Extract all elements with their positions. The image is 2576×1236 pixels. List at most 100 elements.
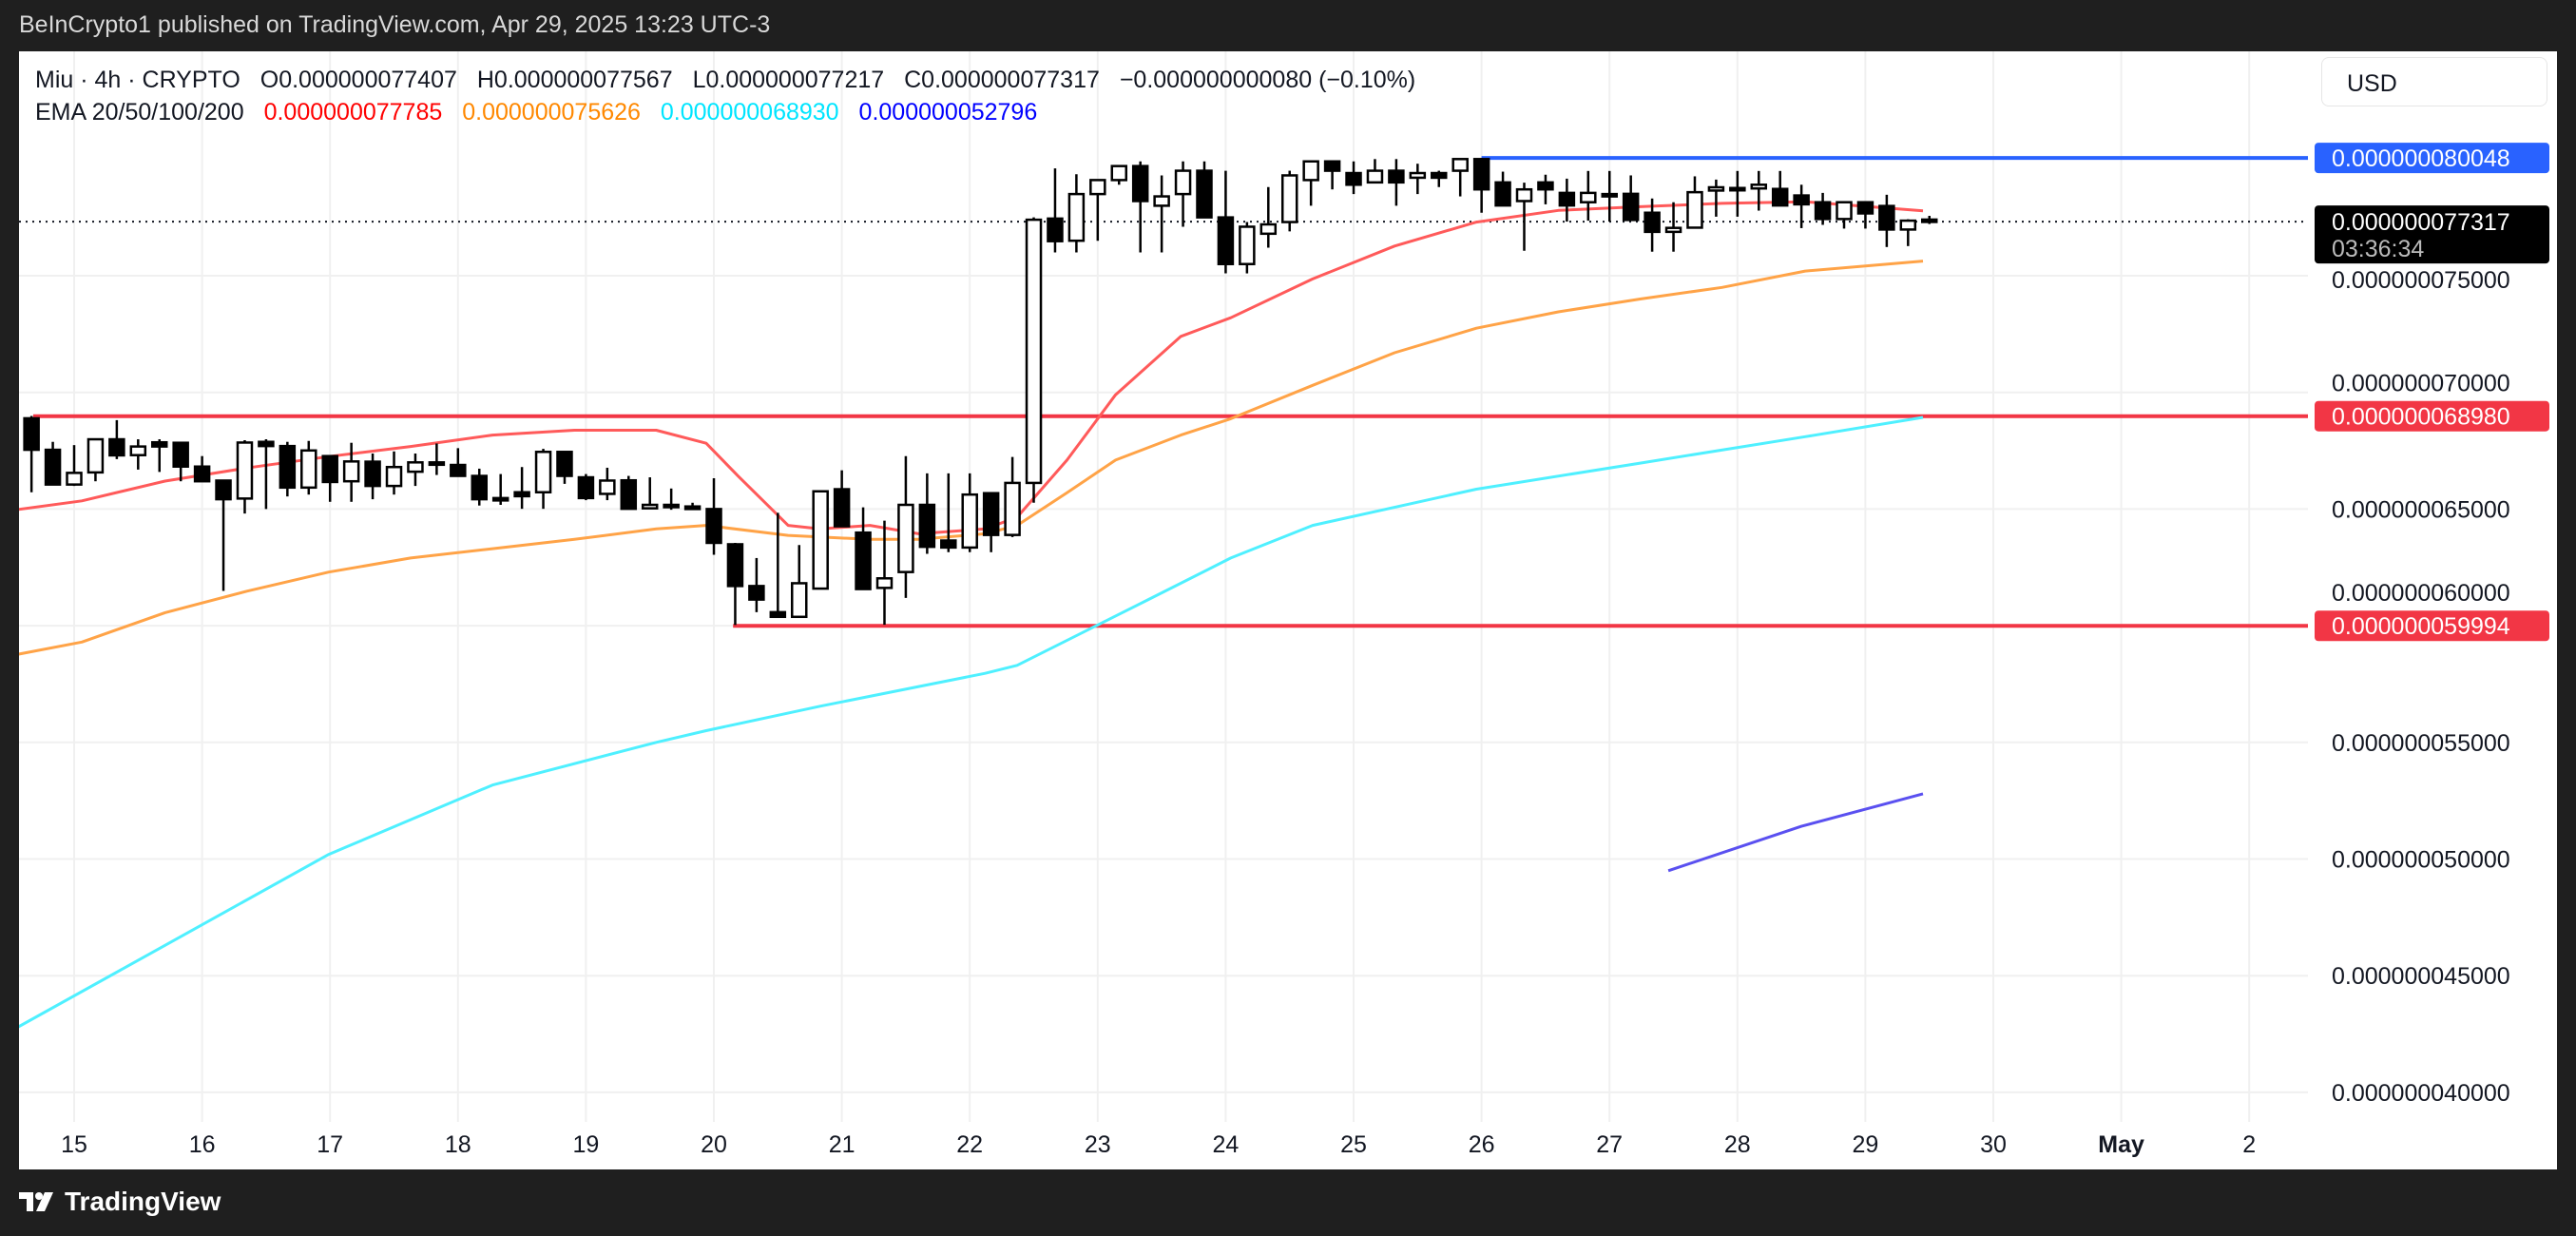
candle-body bbox=[1494, 181, 1511, 207]
candle-body bbox=[1729, 186, 1746, 192]
time-tick-label: May bbox=[2098, 1131, 2144, 1158]
candle-bearish bbox=[620, 475, 638, 511]
candlestick-chart[interactable]: 0.000000075000 0.000000070000 0.0000000650… bbox=[19, 51, 2557, 1169]
candle-body bbox=[1707, 185, 1725, 192]
candle-body bbox=[342, 460, 360, 483]
candle-body bbox=[855, 531, 872, 590]
candle-bearish bbox=[258, 439, 275, 510]
currency-button[interactable]: USD bbox=[2321, 57, 2547, 106]
candle-bullish bbox=[1280, 170, 1298, 232]
candle-bullish bbox=[534, 449, 552, 510]
candle-body bbox=[1280, 174, 1298, 223]
ema50-value: 0.000000075626 bbox=[462, 99, 641, 126]
candle-bearish bbox=[1537, 174, 1554, 204]
candle-body bbox=[577, 475, 595, 500]
candle-body bbox=[513, 491, 530, 498]
candle-body bbox=[407, 461, 424, 473]
candle-bullish bbox=[1174, 161, 1192, 227]
candle-body bbox=[1067, 192, 1086, 242]
candle-body bbox=[1601, 192, 1618, 198]
ema-line-ema200 bbox=[1667, 792, 1924, 873]
candle-bearish bbox=[748, 557, 765, 612]
candle-bearish bbox=[44, 441, 62, 486]
candle-bearish bbox=[1047, 168, 1064, 253]
close-value: C0.000000077317 bbox=[904, 67, 1100, 93]
candle-bearish bbox=[1388, 159, 1405, 206]
candle-bullish bbox=[875, 520, 894, 626]
candle-bearish bbox=[279, 441, 297, 497]
candle-body bbox=[534, 451, 552, 493]
ema-legend: EMA 20/50/100/200 0.000000077785 0.00000… bbox=[35, 99, 1050, 126]
candle-bearish bbox=[1494, 171, 1511, 207]
candle-bearish bbox=[705, 478, 722, 555]
candle-bearish bbox=[215, 479, 232, 591]
candle-bearish bbox=[193, 455, 211, 483]
candle-body bbox=[1750, 183, 1768, 190]
low-value: L0.000000077217 bbox=[692, 67, 885, 93]
candle-body bbox=[620, 478, 638, 511]
candle-body bbox=[172, 441, 189, 468]
level-price-tag bbox=[2315, 400, 2549, 432]
level-lines bbox=[19, 156, 2308, 628]
chart-panel[interactable]: 0.000000075000 0.000000070000 0.0000000650… bbox=[19, 51, 2557, 1169]
time-axis: 15 16 17 18 19 20 21 22 23 24 25 26 27 28 29 30 May 2 bbox=[61, 1131, 2256, 1158]
time-tick-label: 26 bbox=[1469, 1131, 1495, 1158]
candle-body bbox=[1644, 211, 1661, 234]
candle-bearish bbox=[23, 415, 40, 492]
candle-body bbox=[1302, 160, 1319, 182]
candle-bearish bbox=[450, 448, 467, 477]
candle-bullish bbox=[1025, 217, 1043, 503]
candle-bearish bbox=[855, 507, 872, 590]
price-tick-label: 0.000000070000 bbox=[2332, 371, 2510, 397]
candle-bearish bbox=[1771, 170, 1789, 207]
candle-body bbox=[1239, 225, 1256, 265]
candle-body bbox=[705, 508, 722, 545]
candle-bullish bbox=[641, 477, 659, 510]
change-value: −0.000000000080 (−0.10%) bbox=[1119, 67, 1416, 93]
candle-bullish bbox=[1729, 170, 1746, 217]
ema-lines bbox=[19, 200, 1924, 1029]
candle-bearish bbox=[982, 492, 1000, 552]
candle-body bbox=[1580, 191, 1597, 203]
level-price-label: 0.000000059994 bbox=[2332, 613, 2510, 640]
candle-body bbox=[279, 444, 297, 490]
candle-bearish bbox=[726, 542, 744, 626]
price-tick-label: 0.000000050000 bbox=[2332, 847, 2510, 874]
candle-bearish bbox=[1622, 175, 1640, 222]
candle-body bbox=[1558, 191, 1576, 207]
candle-bullish bbox=[1004, 456, 1021, 537]
tradingview-logo[interactable]: TradingView bbox=[19, 1187, 221, 1217]
time-tick-label: 2 bbox=[2242, 1131, 2256, 1158]
tradingview-logo-icon bbox=[19, 1192, 53, 1211]
candle-bullish bbox=[1409, 164, 1427, 195]
candle-body bbox=[812, 490, 829, 590]
candle-bullish bbox=[1451, 158, 1469, 197]
candle-bearish bbox=[1856, 201, 1874, 229]
candle-body bbox=[1153, 195, 1170, 207]
time-tick-label: 15 bbox=[61, 1131, 87, 1158]
candle-body bbox=[1814, 201, 1832, 221]
candle-body bbox=[833, 488, 851, 528]
candle-body bbox=[1131, 164, 1149, 203]
candle-bullish bbox=[897, 455, 914, 598]
ema-label[interactable]: EMA 20/50/100/200 bbox=[35, 99, 244, 126]
candle-bearish bbox=[1131, 161, 1149, 253]
candle-body bbox=[663, 503, 680, 509]
time-tick-label: 27 bbox=[1596, 1131, 1623, 1158]
candle-body bbox=[1345, 171, 1362, 186]
candle-body bbox=[258, 440, 275, 448]
candle-body bbox=[1793, 194, 1810, 206]
candle-bearish bbox=[1558, 178, 1576, 222]
candle-bullish bbox=[1899, 219, 1917, 246]
candle-bullish bbox=[1110, 164, 1128, 185]
time-tick-label: 19 bbox=[572, 1131, 599, 1158]
candle-bearish bbox=[364, 453, 381, 500]
candle-bearish bbox=[150, 439, 168, 473]
candle-body bbox=[1899, 219, 1917, 231]
candle-body bbox=[748, 585, 765, 601]
candle-bullish bbox=[1664, 202, 1682, 252]
symbol-info[interactable]: Miu · 4h · CRYPTO bbox=[35, 67, 240, 93]
candle-bearish bbox=[1217, 170, 1235, 274]
candle-bullish bbox=[1580, 170, 1597, 222]
time-tick-label: 30 bbox=[1980, 1131, 2007, 1158]
